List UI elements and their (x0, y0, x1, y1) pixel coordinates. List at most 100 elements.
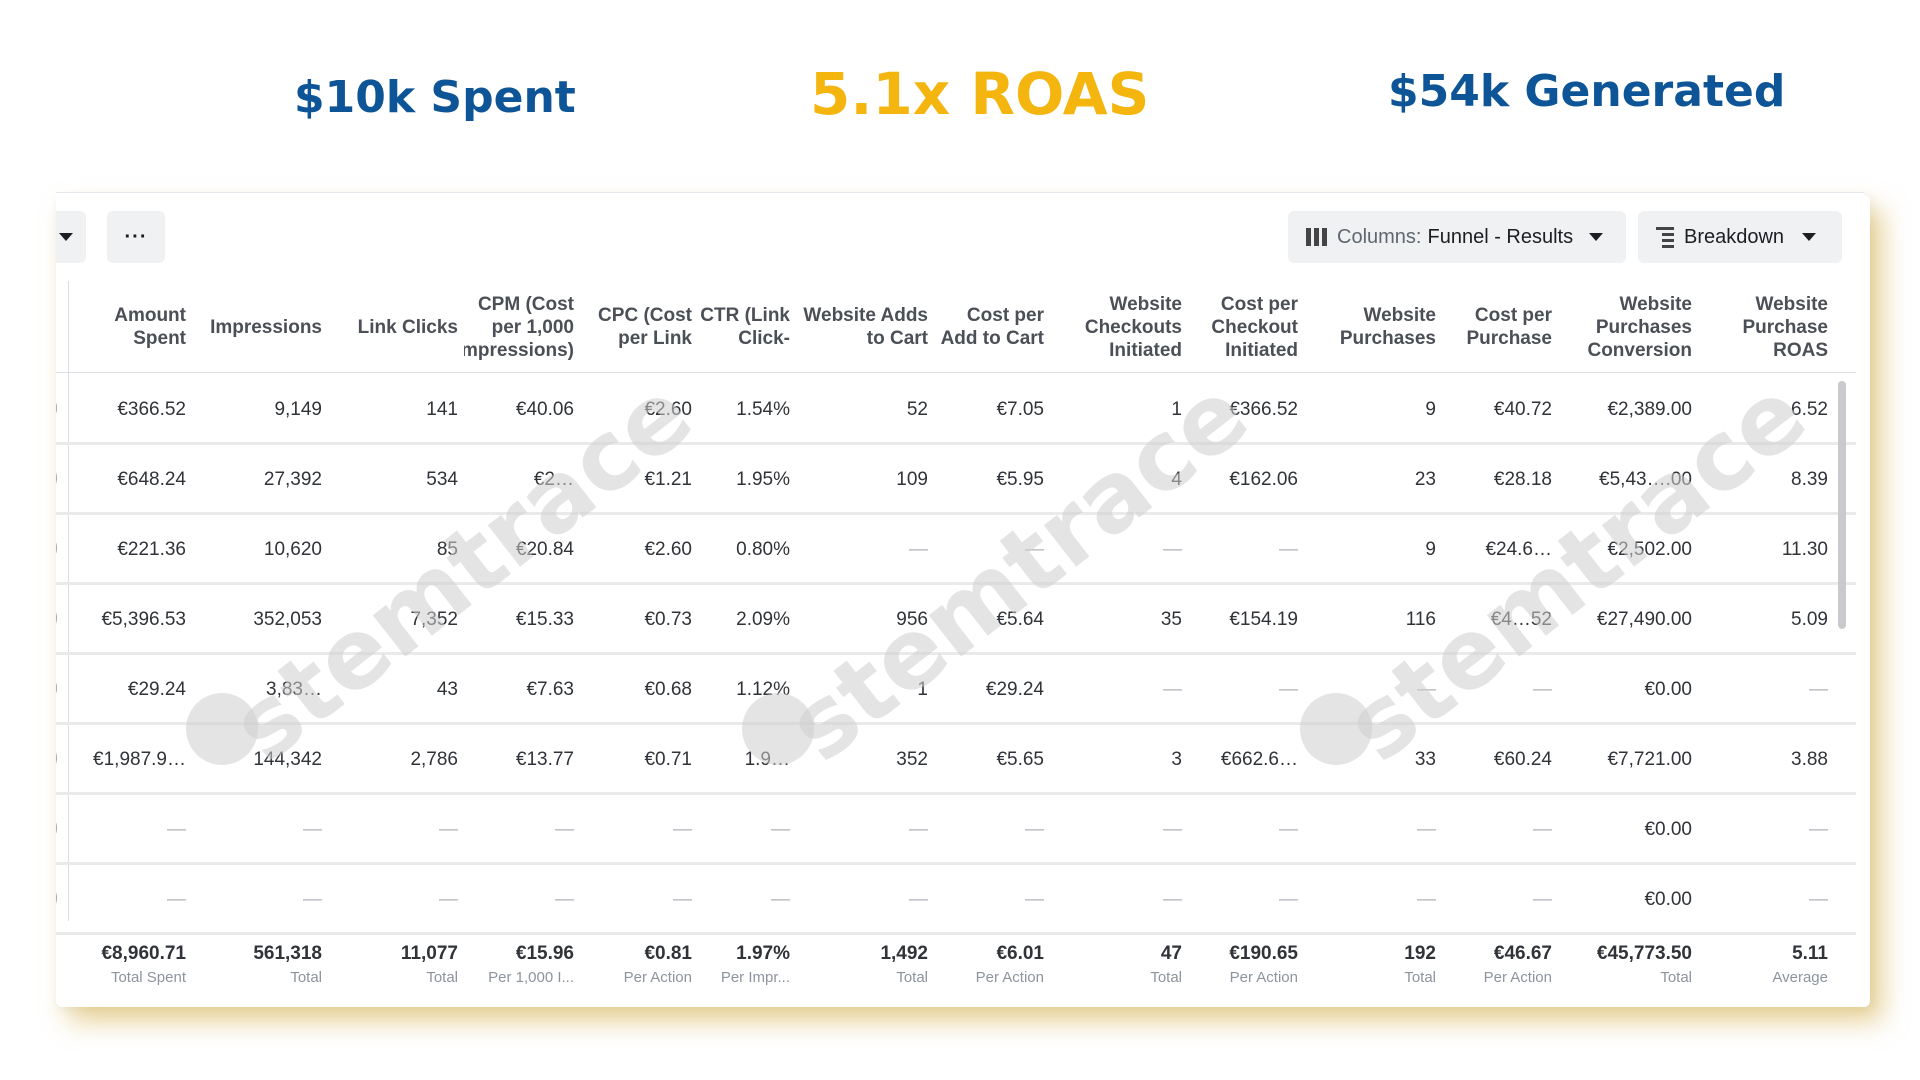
total-cell: €190.65 Per Action (1188, 943, 1298, 986)
table-cell: 9 (1425, 539, 1436, 560)
table-cell: 7,352 (410, 609, 458, 630)
table-cell: — (1025, 819, 1044, 840)
table-cell: €29.24 (985, 679, 1044, 700)
total-cell: €45,773.50 Total (1562, 943, 1692, 986)
table-row[interactable]: ) €366.52 9,149 141 €40.06 €2.60 1.54% 52 €7.05 1… (56, 375, 1856, 445)
table-cell: — (1163, 889, 1182, 910)
table-cell: €13.77 (515, 749, 574, 770)
column-header[interactable]: CTR (Link Click- (700, 305, 790, 349)
column-header[interactable]: Website Purchases Conversion (1587, 293, 1692, 361)
table-cell: — (771, 819, 790, 840)
row-edge-marker: ) (56, 677, 58, 699)
vertical-scrollbar[interactable] (1838, 381, 1846, 629)
total-cell: 192 Total (1306, 943, 1436, 986)
table-cell: 85 (436, 539, 458, 560)
column-header[interactable]: CPM (Cost per 1,000 Impressions) (464, 293, 574, 361)
total-label: Per Action (623, 969, 692, 986)
total-cell: 1,492 Total (798, 943, 928, 986)
total-label: Total (290, 969, 322, 986)
table-cell: — (167, 889, 186, 910)
column-header[interactable]: CPC (Cost per Link (598, 305, 692, 349)
total-value: 561,318 (253, 943, 322, 964)
caret-down-icon (1802, 233, 1817, 241)
table-cell: €60.24 (1493, 749, 1552, 770)
table-cell: €7.05 (996, 399, 1044, 420)
table-cell: €0.00 (1644, 889, 1692, 910)
table-row[interactable]: ) €221.36 10,620 85 €20.84 €2.60 0.80% — — — — 9 €24… (56, 515, 1856, 585)
table-cell: €5.64 (996, 609, 1044, 630)
table-row[interactable]: ) — — — — — — — — — — — — €0.00 — (56, 865, 1856, 935)
table-cell: €27,490.00 (1596, 609, 1692, 630)
column-header[interactable]: Cost per Checkout Initiated (1211, 293, 1298, 361)
totals-row: €8,960.71 Total Spent 561,318 Total 11,077 To… (56, 937, 1856, 1000)
table-cell: — (771, 889, 790, 910)
headline-bar: $10k Spent 5.1x ROAS $54k Generated (0, 60, 1920, 130)
total-label: Average (1772, 969, 1828, 986)
table-cell: €0.68 (644, 679, 692, 700)
view-dropdown-button[interactable] (56, 211, 86, 263)
table-cell: 27,392 (263, 469, 322, 490)
total-value: €8,960.71 (101, 943, 186, 964)
table-row[interactable]: ) €5,396.53 352,053 7,352 €15.33 €0.73 2.09% 95… (56, 585, 1856, 655)
table-cell: €1.21 (644, 469, 692, 490)
table-row[interactable]: ) €1,987.9… 144,342 2,786 €13.77 €0.71 1.9… 352… (56, 725, 1856, 795)
breakdown-button[interactable]: Breakdown (1638, 211, 1842, 263)
column-header[interactable]: Cost per Purchase (1466, 305, 1552, 349)
table-cell: €0.00 (1644, 679, 1692, 700)
column-header[interactable]: Website Checkouts Initiated (1084, 293, 1182, 361)
column-header[interactable]: Website Purchases (1339, 305, 1436, 349)
table-cell: 9,149 (274, 399, 322, 420)
total-label: Total (426, 969, 458, 986)
table-row[interactable]: ) €29.24 3,83… 43 €7.63 €0.68 1.12% 1 €29.24 — — — —… (56, 655, 1856, 725)
table-cell: — (1025, 539, 1044, 560)
table-cell: €648.24 (117, 469, 186, 490)
total-value: €6.01 (996, 943, 1044, 964)
table-cell: 1.95% (736, 469, 790, 490)
table-cell: €366.52 (117, 399, 186, 420)
table-cell: €154.19 (1229, 609, 1298, 630)
table-cell: €2,389.00 (1607, 399, 1692, 420)
total-value: 47 (1160, 943, 1182, 964)
table-row[interactable]: ) €648.24 27,392 534 €2… €1.21 1.95% 109 €5.95 4 €… (56, 445, 1856, 515)
table-cell: €5.95 (996, 469, 1044, 490)
column-header[interactable]: Impressions (210, 316, 322, 338)
total-value: 1.97% (736, 943, 790, 964)
total-label: Per Action (1483, 969, 1552, 986)
table-cell: €40.72 (1493, 399, 1552, 420)
table-cell: 3.88 (1791, 749, 1828, 770)
ads-report-panel: ··· Columns: Funnel - Results Breakdown … (56, 192, 1864, 1000)
columns-button[interactable]: Columns: Funnel - Results (1288, 211, 1626, 263)
total-value: 1,492 (880, 943, 928, 964)
row-edge-marker: ) (56, 747, 58, 769)
table-cell: — (909, 539, 928, 560)
table-cell: 9 (1425, 399, 1436, 420)
total-cell: 561,318 Total (192, 943, 322, 986)
table-cell: 956 (896, 609, 928, 630)
column-header[interactable]: Website Purchase ROAS (1742, 293, 1828, 361)
table-cell: — (909, 889, 928, 910)
more-options-button[interactable]: ··· (107, 211, 165, 263)
columns-value: Funnel - Results (1427, 225, 1574, 248)
table-cell: 23 (1414, 469, 1436, 490)
table-cell: — (1533, 679, 1552, 700)
table-row[interactable]: ) — — — — — — — — — — — — €0.00 — (56, 795, 1856, 865)
table-cell: €5,396.53 (101, 609, 186, 630)
total-cell: 47 Total (1052, 943, 1182, 986)
table-cell: 141 (426, 399, 458, 420)
table-cell: — (1279, 539, 1298, 560)
toolbar: ··· Columns: Funnel - Results Breakdown (56, 211, 1864, 265)
total-cell: €8,960.71 Total Spent (76, 943, 186, 986)
total-label: Per 1,000 I... (488, 969, 574, 986)
table-cell: — (167, 819, 186, 840)
column-header[interactable]: Cost per Add to Cart (940, 305, 1044, 349)
table-cell: — (1163, 539, 1182, 560)
total-value: 11,077 (400, 943, 458, 964)
column-header[interactable]: Amount Spent (114, 305, 186, 349)
row-edge-marker: ) (56, 817, 58, 839)
column-header[interactable]: Link Clicks (357, 316, 458, 338)
table-cell: — (439, 889, 458, 910)
table-cell: — (303, 889, 322, 910)
column-header[interactable]: Website Adds to Cart (803, 305, 928, 349)
table-cell: €5.65 (996, 749, 1044, 770)
table-cell: €2,502.00 (1607, 539, 1692, 560)
